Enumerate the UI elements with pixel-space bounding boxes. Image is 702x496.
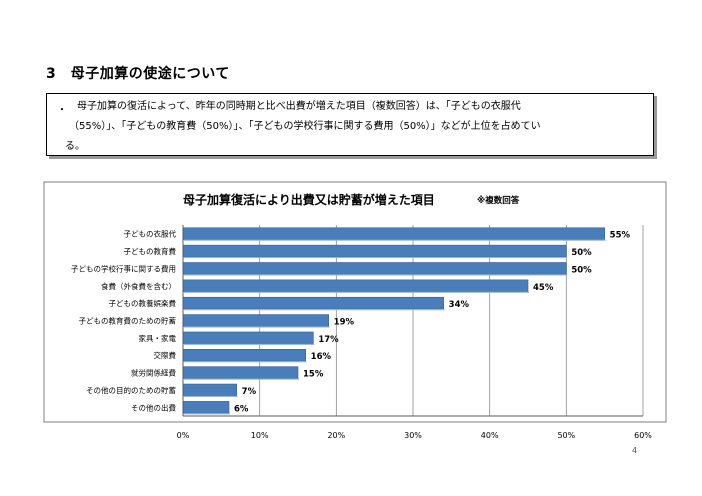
- value-label: 34%: [449, 300, 470, 310]
- summary-box: ・ 母子加算の復活によって、昨年の同時期と比べ出費が増えた項目（複数回答）は、「…: [46, 93, 654, 156]
- value-label: 15%: [303, 370, 324, 380]
- x-tick-label: 40%: [481, 431, 499, 440]
- bar-shadow: [184, 395, 238, 398]
- bar-shadow: [184, 309, 445, 311]
- category-label: 子どもの教養娯楽費: [109, 298, 177, 308]
- bar-shadow: [184, 274, 568, 276]
- category-label: 食費（外食費を含む）: [101, 281, 176, 291]
- category-label: 家具・家電: [139, 333, 177, 343]
- value-label: 45%: [533, 283, 554, 293]
- category-label: 子どもの教育費のための貯蓄: [79, 316, 177, 326]
- value-label: 6%: [234, 404, 249, 414]
- x-tick-label: 30%: [404, 431, 422, 440]
- bar-shadow: [184, 378, 299, 380]
- chart-note: ※複数回答: [477, 196, 520, 206]
- section-heading: 3 母子加算の使途について: [46, 66, 230, 82]
- bar-shadow: [184, 413, 230, 415]
- x-tick-label: 20%: [327, 431, 345, 440]
- bar-shadow: [184, 291, 529, 293]
- summary-line-2: （55%）」、「子どもの教育費（50%）」、「子どもの学校行事に関する費用（50…: [69, 121, 541, 132]
- x-tick-label: 10%: [251, 431, 269, 440]
- bar: [182, 296, 444, 310]
- bar: [182, 244, 567, 258]
- summary-line-1: 母子加算の復活によって、昨年の同時期と比べ出費が増えた項目（複数回答）は、「子ど…: [77, 101, 521, 112]
- bar-shadow: [184, 361, 307, 363]
- bar: [182, 383, 237, 397]
- x-tick-label: 50%: [557, 431, 575, 440]
- value-label: 19%: [334, 318, 355, 328]
- bar-shadow: [184, 343, 315, 345]
- category-label: 子どもの教育費: [124, 246, 177, 256]
- summary-line-3: る。: [65, 141, 85, 152]
- value-label: 16%: [311, 352, 332, 362]
- bar: [182, 279, 529, 292]
- x-tick-label: 60%: [634, 431, 652, 440]
- value-label: 17%: [318, 335, 339, 345]
- summary-bullet: ・: [57, 105, 67, 116]
- category-label: その他の出費: [131, 402, 176, 412]
- bar: [182, 262, 567, 275]
- bar-shadow: [184, 326, 330, 328]
- bar: [182, 227, 605, 240]
- category-label: 交際費: [154, 350, 177, 360]
- bar: [182, 401, 230, 414]
- value-label: 55%: [610, 231, 631, 241]
- bar: [182, 349, 306, 362]
- page-number: 4: [632, 446, 638, 455]
- bar: [182, 366, 299, 379]
- bar-shadow: [184, 256, 568, 259]
- value-label: 50%: [571, 248, 592, 258]
- x-tick-label: 0%: [177, 431, 190, 440]
- category-label: その他の目的のための貯蓄: [86, 385, 176, 395]
- bar-shadow: [184, 239, 606, 241]
- category-label: 子どもの衣服代: [124, 229, 177, 239]
- bar: [182, 331, 314, 345]
- bar: [182, 314, 329, 327]
- value-label: 7%: [242, 387, 257, 397]
- chart-frame: [43, 181, 667, 423]
- chart-title: 母子加算復活により出費又は貯蓄が増えた項目: [183, 193, 435, 207]
- category-label: 子どもの学校行事に関する費用: [71, 263, 176, 273]
- category-label: 就労関係経費: [131, 368, 176, 378]
- value-label: 50%: [571, 265, 592, 275]
